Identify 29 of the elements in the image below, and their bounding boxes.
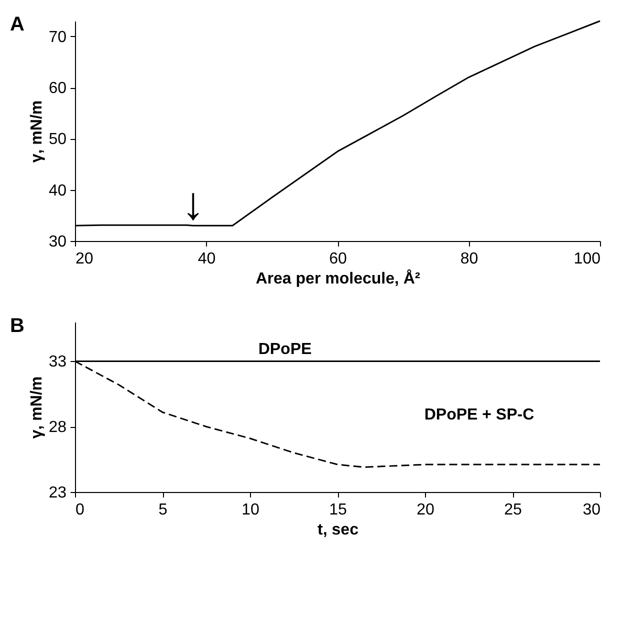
x-tick-label: 40 <box>198 250 216 268</box>
x-tick-label: 0 <box>76 502 84 518</box>
y-tick-label: 70 <box>48 28 67 46</box>
x-tick-label: 10 <box>242 502 260 518</box>
x-tick-label: 20 <box>416 502 434 518</box>
x-axis-title: t, sec <box>318 522 359 538</box>
y-tick-label: 28 <box>48 419 67 436</box>
chart-title: A <box>10 13 24 36</box>
y-tick-label: 30 <box>48 234 67 250</box>
y-axis-title: γ, mN/m <box>28 100 46 163</box>
x-tick-label: 5 <box>158 502 168 518</box>
y-tick-label: 40 <box>48 182 67 200</box>
y-tick-label: 23 <box>48 484 67 502</box>
y-tick-label: 33 <box>48 354 67 371</box>
x-tick-label: 80 <box>460 250 478 268</box>
chart-title: B <box>10 315 24 337</box>
x-tick-label: 25 <box>504 502 522 518</box>
x-tick-label: 15 <box>329 502 347 518</box>
series-label: DPoPE <box>258 341 312 358</box>
x-tick-label: 100 <box>574 250 601 268</box>
annotation: ↓ <box>182 177 205 230</box>
x-tick-label: 20 <box>76 250 94 268</box>
y-tick-label: 60 <box>48 80 67 98</box>
x-tick-label: 60 <box>329 250 347 268</box>
text: DPoPE + SP-C <box>424 406 535 424</box>
x-axis-title: Area per molecule, Å² <box>256 268 420 288</box>
x-tick-label: 30 <box>582 502 601 518</box>
y-tick-label: 50 <box>48 131 67 148</box>
y-axis-title: γ, mN/m <box>28 376 46 439</box>
